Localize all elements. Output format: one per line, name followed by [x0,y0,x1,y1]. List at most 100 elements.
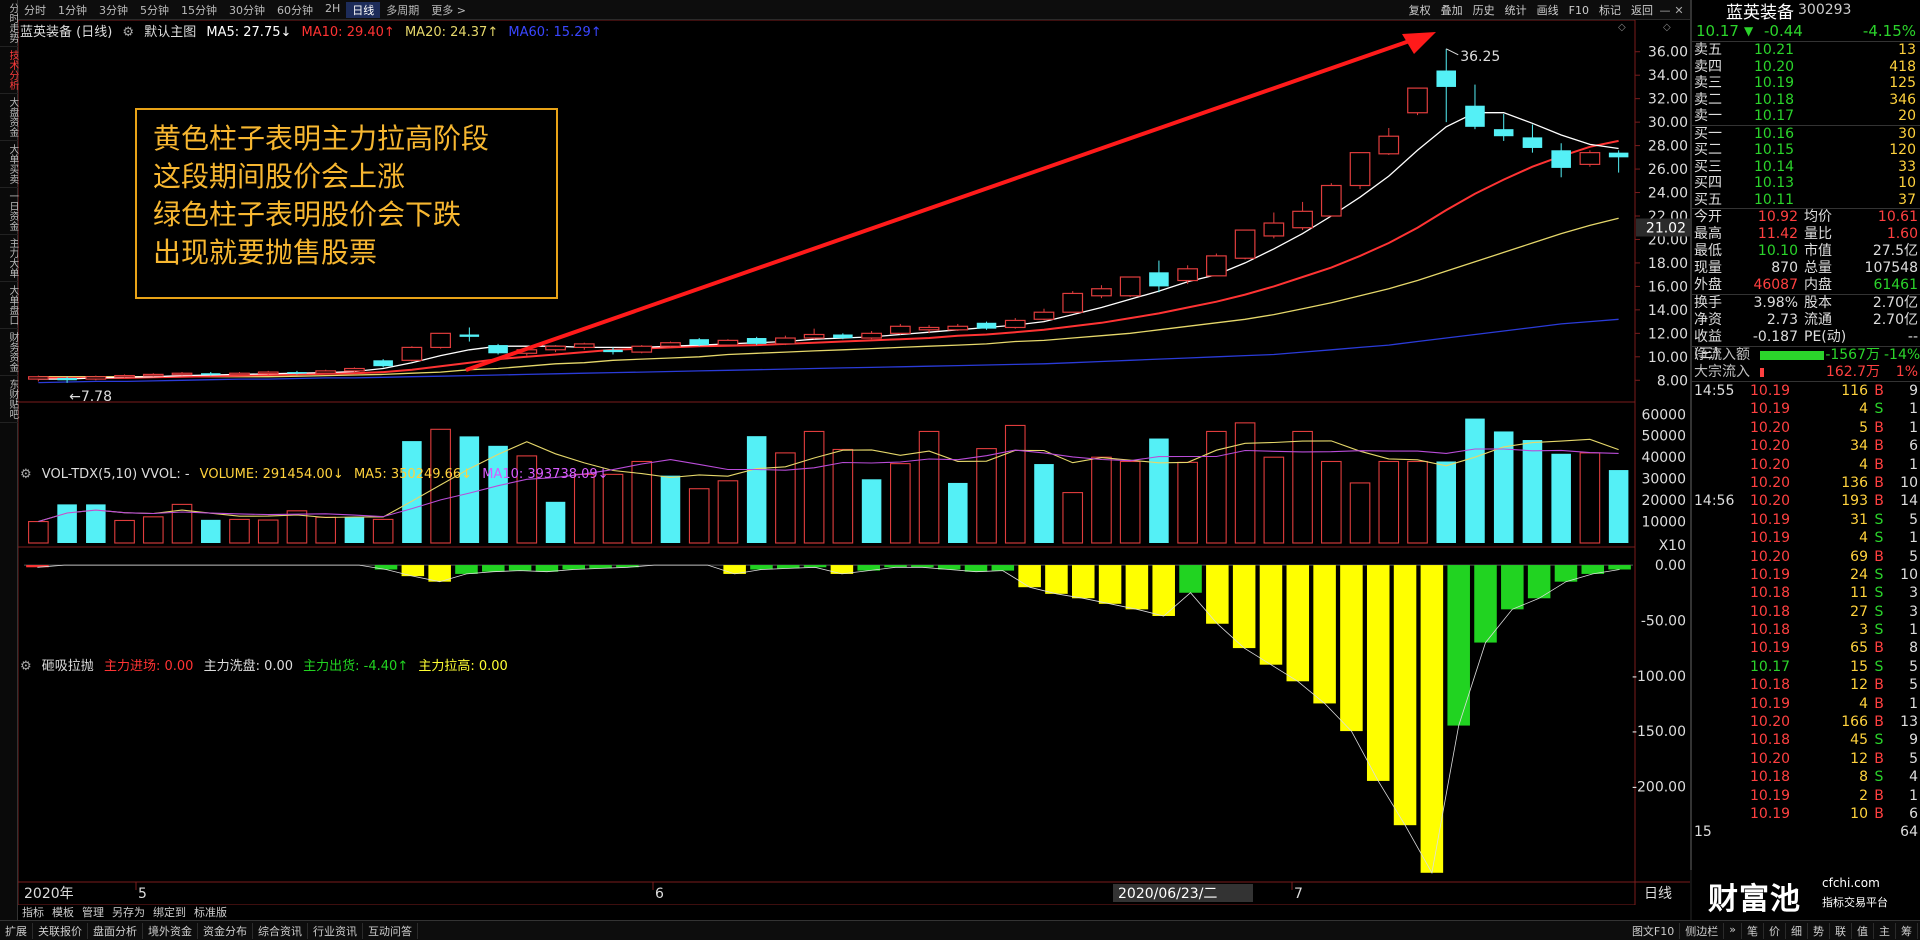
period-tab[interactable]: 日线 [346,1,381,18]
bottom-tab[interactable]: 关联报价 [33,922,88,939]
period-tab[interactable]: 15分钟 [181,3,217,17]
volume-bar [430,428,451,544]
stock-title: 蓝英装备 (日线) [20,25,113,40]
indicator-tool[interactable]: 标准版 [194,906,227,919]
bottom-tab[interactable]: 盘面分析 [88,922,143,939]
period-tab[interactable]: 多周期 [386,3,420,17]
period-tab[interactable]: 5分钟 [140,3,169,17]
tick-time [1694,639,1750,657]
tick-side [1868,823,1890,841]
bottom-tab[interactable]: 综合资讯 [253,922,308,939]
bottom-tool[interactable]: 笔 [1742,922,1764,939]
annotation-line: 黄色柱子表明主力拉高阶段 [153,122,490,155]
bottom-tab[interactable]: 资金分布 [198,922,253,939]
sidebar-tab[interactable]: 技术分析 [0,47,18,94]
bottom-tab[interactable]: 互动问答 [363,922,418,939]
bottom-tab[interactable]: 境外资金 [143,922,198,939]
asks-label: 卖五 [1694,42,1722,58]
indicator-bar [1125,565,1149,610]
candle-body [833,334,853,339]
indicator-tool[interactable]: 指标 [22,906,44,919]
indicator-tool[interactable]: 模板 [52,906,74,919]
indicator-bar [1259,565,1283,665]
toolbar-button[interactable]: 复权 [1408,4,1431,17]
bottom-tab[interactable]: 行业资讯 [308,922,363,939]
indicator-axis-label: -100.00 [1632,669,1686,685]
price-line: 10.17 ▼ -0.44 -4.15% [1692,20,1920,42]
asks-row: 卖五 10.21 13 [1692,42,1920,59]
bottom-tab[interactable]: 扩展 [0,922,33,939]
period-tab[interactable]: 2H [325,1,341,15]
candle-body [1522,137,1543,148]
period-tab[interactable]: 3分钟 [99,3,128,17]
tick-time [1694,695,1750,713]
bottom-tool[interactable]: » [1724,922,1742,939]
gear-icon[interactable]: ⚙ [20,467,32,482]
tick-volume: 4 [1859,456,1868,473]
kline-chart[interactable]: 36.00 34.00 32.00 30.00 28.00 26.00 24.00 22.00… [18,20,1690,905]
price-axis-label: 12.00 [1648,326,1688,342]
sidebar-tab[interactable]: 东财贴吧 [0,376,18,423]
tick-price: 10.17 [1750,658,1791,675]
period-tab[interactable]: 更多 > [431,3,466,17]
sidebar-tab[interactable]: 一日资金 [0,188,18,235]
bottom-tool[interactable]: 细 [1786,922,1808,939]
toolbar-button[interactable]: 返回 [1631,4,1653,17]
gear-icon[interactable]: ⚙ [20,659,32,674]
sidebar-tab[interactable]: 大单买卖 [0,141,18,188]
tick-row: 10.19 4 S 1 [1692,529,1920,547]
bottom-tool[interactable]: 值 [1852,922,1874,939]
tick-time [1694,511,1750,529]
indicator-bar [1420,565,1444,873]
bottom-tool[interactable]: 筹 [1896,922,1918,939]
stat-value: 61461 [1873,277,1918,293]
toolbar-button[interactable]: 画线 [1536,4,1559,17]
ma20-line [38,217,1619,378]
indicator-bar [1501,565,1524,610]
bottom-tool[interactable]: 侧边栏 [1680,922,1725,939]
period-tab[interactable]: 分时 [24,3,46,17]
candle-body [344,367,365,372]
tick-side: S [1874,769,1884,786]
toolbar-button[interactable]: 标记 [1599,4,1621,17]
bottom-tool[interactable]: 联 [1830,922,1852,939]
bottom-tool[interactable]: 势 [1808,922,1830,939]
stat-value: 10.10 [1757,243,1798,259]
period-tab[interactable]: 1分钟 [58,3,87,17]
toolbar-button[interactable]: F10 [1568,3,1589,17]
template-label[interactable]: 默认主图 [144,25,197,40]
period-tab[interactable]: 60分钟 [277,3,313,17]
indicator-tool[interactable]: 绑定到 [153,906,186,919]
bids-price: 10.16 [1754,125,1795,142]
toolbar-button[interactable]: 历史 [1472,4,1495,17]
bottom-tool[interactable]: 价 [1764,922,1786,939]
sidebar-tab[interactable]: 大盘资金 [0,94,18,141]
tick-row: 10.19 24 S 10 [1692,566,1920,584]
minimize-icon[interactable]: — [1659,3,1671,17]
toolbar-button[interactable]: 统计 [1504,4,1527,17]
toolbar-button[interactable]: 叠加 [1440,4,1463,17]
bottom-tool[interactable]: 图文F10 [1627,922,1681,939]
close-icon[interactable]: ✕ [1674,3,1684,17]
period-tab[interactable]: 30分钟 [229,3,265,17]
indicator-tool[interactable]: 管理 [82,906,104,919]
sidebar-tab[interactable]: 财务资金 [0,329,18,376]
asks-volume: 418 [1889,58,1916,75]
ind-entry: 主力进场: 0.00 [103,659,194,674]
tick-volume: 136 [1841,474,1868,491]
tick-count: 1 [1909,695,1918,712]
bid-book: 买一 10.16 30 买二 10.15 120 买三 10.14 33 买四 10.13 10 买五 1… [1692,125,1920,209]
stat-key: 均价 [1804,209,1832,225]
candle-body [287,372,307,374]
volume-bar [688,488,710,544]
tick-count: 5 [1909,658,1918,675]
chart-canvas[interactable]: 36.0034.0032.0030.0028.0026.0024.0022.00… [18,20,1690,905]
sidebar-tab[interactable]: 主力大单 [0,235,18,282]
sidebar-tab[interactable]: 大单盘口 [0,282,18,329]
candle-body [775,337,796,345]
bottom-tool[interactable]: 主 [1874,922,1896,939]
sidebar-tab[interactable]: 分时走势 [0,0,18,47]
indicator-tool[interactable]: 另存为 [112,906,145,919]
stat-row: 外盘 46087 内盘 61461 [1692,277,1920,294]
gear-icon[interactable]: ⚙ [122,25,135,40]
